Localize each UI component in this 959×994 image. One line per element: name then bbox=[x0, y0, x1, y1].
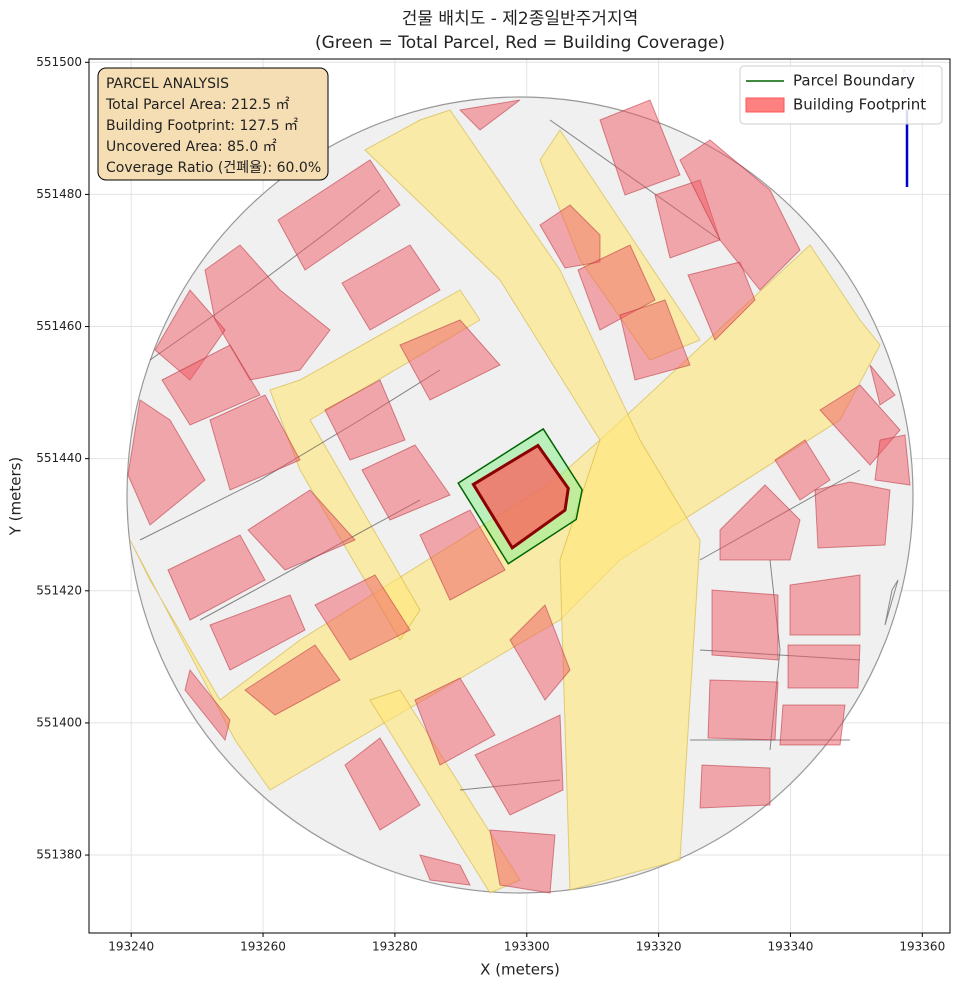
building bbox=[719, 484, 801, 561]
building bbox=[341, 244, 441, 331]
legend-label: Parcel Boundary bbox=[793, 72, 915, 90]
building bbox=[707, 679, 779, 741]
chart-title: 건물 배치도 - 제2종일반주거지역 bbox=[402, 9, 638, 29]
building bbox=[419, 509, 506, 601]
x-tick-label: 193360 bbox=[899, 940, 945, 954]
building bbox=[787, 644, 861, 689]
y-tick-label: 551460 bbox=[36, 319, 82, 333]
x-tick-label: 193340 bbox=[768, 940, 814, 954]
building bbox=[414, 677, 496, 766]
building bbox=[789, 574, 861, 636]
building bbox=[209, 394, 301, 491]
annotation-box: PARCEL ANALYSIS Total Parcel Area: 212.5 … bbox=[97, 67, 329, 181]
legend-frame bbox=[739, 65, 943, 125]
building bbox=[814, 481, 891, 549]
x-tick-label: 193260 bbox=[240, 940, 286, 954]
annotation-line: PARCEL ANALYSIS bbox=[106, 76, 229, 92]
x-tick-label: 193300 bbox=[504, 940, 550, 954]
y-tick-label: 551420 bbox=[36, 583, 82, 597]
building bbox=[779, 704, 846, 746]
building bbox=[539, 204, 601, 269]
annotation-line: Uncovered Area: 85.0 ㎡ bbox=[106, 139, 277, 155]
building bbox=[489, 829, 556, 894]
parcel-layer bbox=[457, 427, 583, 565]
building-polygon bbox=[471, 443, 570, 551]
building bbox=[361, 444, 451, 521]
road bbox=[364, 109, 701, 891]
y-tick-label: 551480 bbox=[36, 187, 82, 201]
annotation-line: Building Footprint: 127.5 ㎡ bbox=[106, 118, 298, 134]
building bbox=[277, 159, 401, 271]
building bbox=[599, 99, 681, 196]
annotation-line: Total Parcel Area: 212.5 ㎡ bbox=[105, 97, 290, 113]
building bbox=[774, 439, 831, 501]
building bbox=[399, 319, 501, 401]
building bbox=[874, 434, 911, 486]
building bbox=[209, 594, 306, 671]
x-tick-label: 193280 bbox=[372, 940, 418, 954]
legend: Parcel Boundary Building Footprint bbox=[739, 65, 943, 125]
building bbox=[509, 604, 571, 701]
building bbox=[869, 364, 896, 406]
y-axis-label: Y (meters) bbox=[7, 457, 25, 537]
building bbox=[314, 574, 411, 661]
building bbox=[711, 589, 779, 661]
plot-frame bbox=[88, 58, 951, 934]
lot-line bbox=[139, 369, 441, 541]
lot bbox=[884, 579, 899, 626]
x-axis-label: X (meters) bbox=[480, 961, 560, 979]
building bbox=[679, 139, 801, 291]
lot-line bbox=[199, 499, 421, 621]
annotation-frame bbox=[97, 67, 329, 181]
legend-swatch bbox=[745, 97, 785, 113]
building bbox=[247, 489, 356, 571]
x-tick-label: 193240 bbox=[108, 940, 154, 954]
legend-label: Building Footprint bbox=[793, 96, 926, 114]
building bbox=[699, 764, 771, 809]
y-tick-label: 551380 bbox=[36, 848, 82, 862]
building bbox=[344, 737, 421, 831]
annotation-line: Coverage Ratio (건폐율): 60.0% bbox=[106, 160, 321, 176]
x-tick-label: 193320 bbox=[636, 940, 682, 954]
building bbox=[577, 244, 656, 331]
y-tick-label: 551500 bbox=[36, 55, 82, 69]
building bbox=[167, 534, 266, 621]
building bbox=[474, 714, 564, 816]
building bbox=[324, 379, 406, 461]
building bbox=[154, 289, 226, 381]
building bbox=[419, 854, 471, 886]
building bbox=[244, 644, 341, 716]
building bbox=[687, 261, 756, 341]
building bbox=[619, 299, 691, 381]
building bbox=[458, 99, 521, 131]
building bbox=[161, 344, 261, 426]
building bbox=[127, 399, 206, 526]
building bbox=[184, 668, 231, 742]
y-tick-label: 551440 bbox=[36, 451, 82, 465]
y-tick-label: 551400 bbox=[36, 715, 82, 729]
chart-subtitle: (Green = Total Parcel, Red = Building Co… bbox=[315, 33, 725, 53]
